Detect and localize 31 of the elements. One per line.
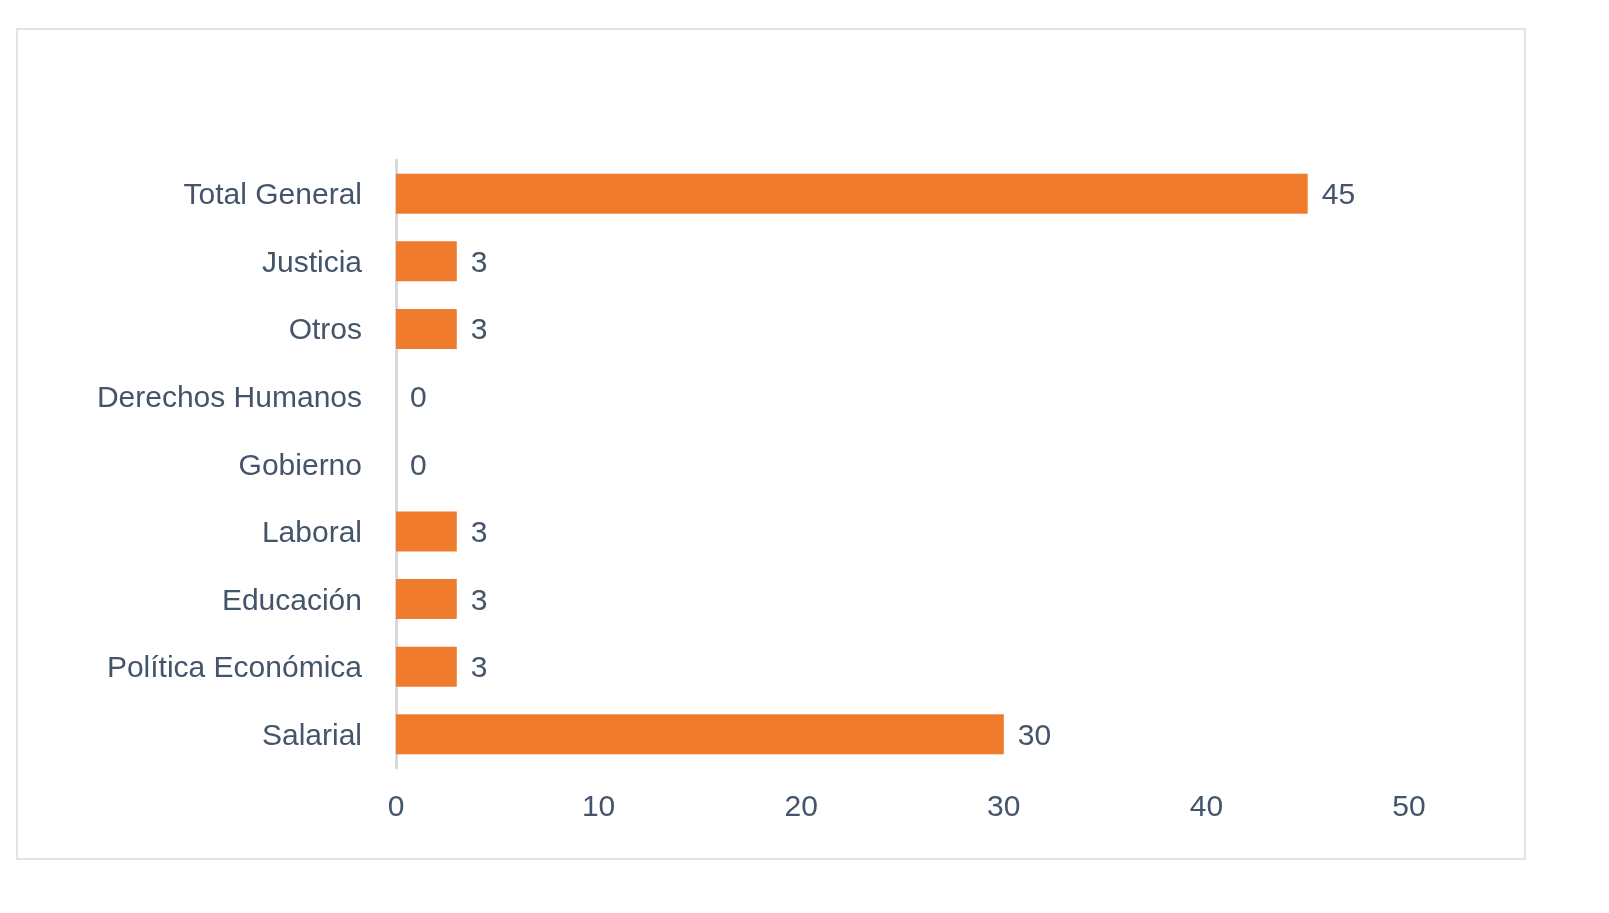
data-label: 3 bbox=[470, 515, 488, 549]
y-tick-label: Política Económica bbox=[106, 650, 363, 684]
y-tick-label: Total General bbox=[183, 177, 362, 211]
y-tick-label: Derechos Humanos bbox=[96, 379, 362, 413]
bar bbox=[396, 511, 457, 552]
data-label: 3 bbox=[470, 650, 488, 684]
data-label: 30 bbox=[1017, 717, 1052, 751]
bar bbox=[396, 308, 457, 349]
bar bbox=[396, 646, 457, 687]
x-tick-label: 40 bbox=[1189, 788, 1224, 822]
bar bbox=[396, 579, 457, 620]
data-label: 45 bbox=[1321, 177, 1356, 211]
data-label: 3 bbox=[470, 244, 488, 278]
data-label: 0 bbox=[410, 447, 427, 481]
data-label: 3 bbox=[470, 582, 488, 616]
data-label: 0 bbox=[410, 379, 427, 413]
y-tick-label: Justicia bbox=[261, 244, 363, 278]
bar bbox=[396, 173, 1308, 214]
x-tick-label: 0 bbox=[387, 788, 405, 822]
y-tick-label: Gobierno bbox=[238, 447, 362, 481]
x-tick-label: 10 bbox=[581, 788, 616, 822]
y-tick-label: Educación bbox=[221, 582, 362, 616]
bar bbox=[396, 714, 1004, 755]
y-tick-label: Salarial bbox=[261, 717, 362, 751]
y-tick-label: Laboral bbox=[261, 515, 362, 549]
x-tick-label: 50 bbox=[1392, 788, 1426, 822]
y-tick-label: Otros bbox=[288, 312, 362, 346]
x-tick-label: 30 bbox=[987, 788, 1021, 822]
x-tick-label: 20 bbox=[784, 788, 818, 822]
data-label: 3 bbox=[470, 312, 488, 346]
bar bbox=[396, 241, 457, 282]
